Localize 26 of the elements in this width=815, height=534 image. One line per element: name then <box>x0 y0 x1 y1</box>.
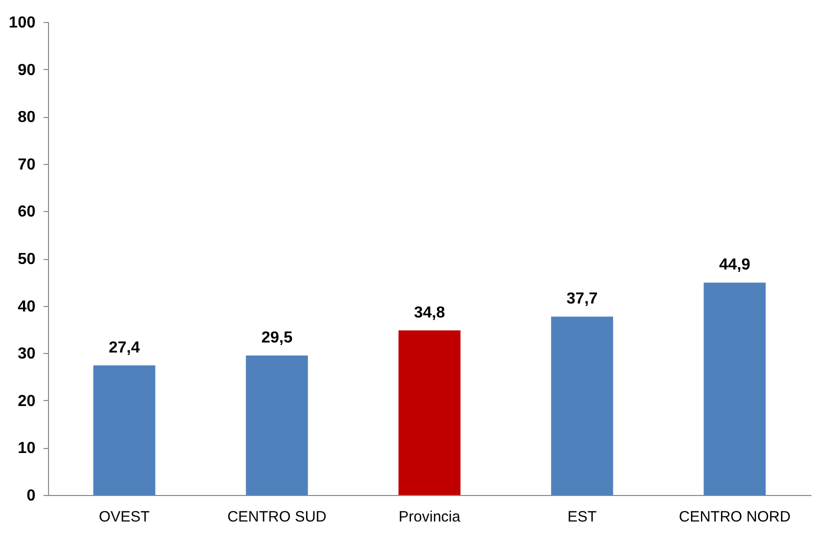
data-label: 29,5 <box>261 329 293 346</box>
x-tick-label: OVEST <box>98 508 150 526</box>
y-tick-label: 100 <box>8 14 36 32</box>
y-tick-label: 20 <box>18 392 36 410</box>
y-tick-label: 60 <box>18 204 36 221</box>
bar <box>246 355 308 495</box>
x-tick-label: CENTRO SUD <box>227 508 327 526</box>
y-tick-label: 40 <box>18 298 36 316</box>
data-label: 37,7 <box>566 290 598 308</box>
y-tick-label: 90 <box>18 62 36 79</box>
y-tick-label: 30 <box>18 346 36 363</box>
bar <box>398 330 460 495</box>
data-label: 44,9 <box>719 256 750 274</box>
y-tick-label: 50 <box>18 251 36 268</box>
y-tick-label: 80 <box>18 109 36 126</box>
x-tick-label: EST <box>568 508 597 526</box>
x-tick-label: CENTRO NORD <box>678 508 791 526</box>
data-label: 34,8 <box>414 304 446 322</box>
bar <box>704 282 766 495</box>
x-tick-label: Provincia <box>398 508 461 526</box>
bar <box>551 316 614 495</box>
y-tick-label: 0 <box>26 488 36 504</box>
bar <box>93 365 156 495</box>
data-label: 27,4 <box>108 339 140 356</box>
y-tick-label: 70 <box>18 156 36 174</box>
y-tick-label: 10 <box>18 440 36 458</box>
